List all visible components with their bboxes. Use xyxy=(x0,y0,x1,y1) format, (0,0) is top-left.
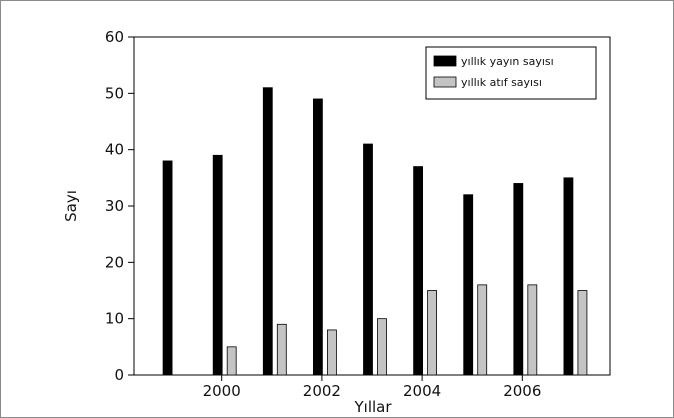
bar-atif-2005 xyxy=(477,284,488,376)
y-tick-label: 10 xyxy=(105,310,124,328)
bar-yayin-2006 xyxy=(513,183,524,376)
bar-series xyxy=(162,87,588,376)
bar-atif-2002 xyxy=(326,329,337,376)
bar-yayin-2001 xyxy=(262,87,273,376)
y-tick-label: 30 xyxy=(105,197,124,215)
y-tick-label: 60 xyxy=(105,28,124,46)
legend-label-yayin: yıllık yayın sayısı xyxy=(461,55,554,68)
bar-yayin-2005 xyxy=(463,194,474,376)
y-tick-label: 50 xyxy=(105,84,124,102)
y-axis-title: Sayı xyxy=(62,190,80,222)
bar-atif-2006 xyxy=(527,284,538,376)
bar-yayin-2007 xyxy=(563,177,574,376)
bar-yayin-1999 xyxy=(162,160,173,376)
x-tick-label: 2000 xyxy=(203,382,241,400)
bar-yayin-2000 xyxy=(212,154,223,376)
y-tick-label: 0 xyxy=(114,366,124,384)
legend-swatch-atif xyxy=(433,76,457,88)
bar-atif-2003 xyxy=(377,318,387,376)
x-tick-label: 2006 xyxy=(503,382,541,400)
bar-atif-2000 xyxy=(226,346,237,376)
x-tick-label: 2004 xyxy=(403,382,441,400)
bar-yayin-2003 xyxy=(363,143,373,376)
bar-atif-2004 xyxy=(427,290,438,376)
x-axis-title: Yıllar xyxy=(353,398,392,416)
y-tick-label: 20 xyxy=(105,253,124,271)
legend-swatch-yayin xyxy=(433,55,457,67)
y-tick-label: 40 xyxy=(105,141,124,159)
bar-yayin-2002 xyxy=(312,98,323,376)
bar-yayin-2004 xyxy=(413,166,424,376)
x-axis: 2000 2002 2004 2006 xyxy=(203,375,541,400)
legend: yıllık yayın sayısı yıllık atıf sayısı xyxy=(425,46,597,100)
bar-atif-2007 xyxy=(577,290,588,376)
bar-atif-2001 xyxy=(276,323,287,376)
legend-label-atif: yıllık atıf sayısı xyxy=(461,76,542,89)
x-tick-label: 2002 xyxy=(303,382,341,400)
y-axis: 0 10 20 30 40 50 60 xyxy=(105,28,134,384)
